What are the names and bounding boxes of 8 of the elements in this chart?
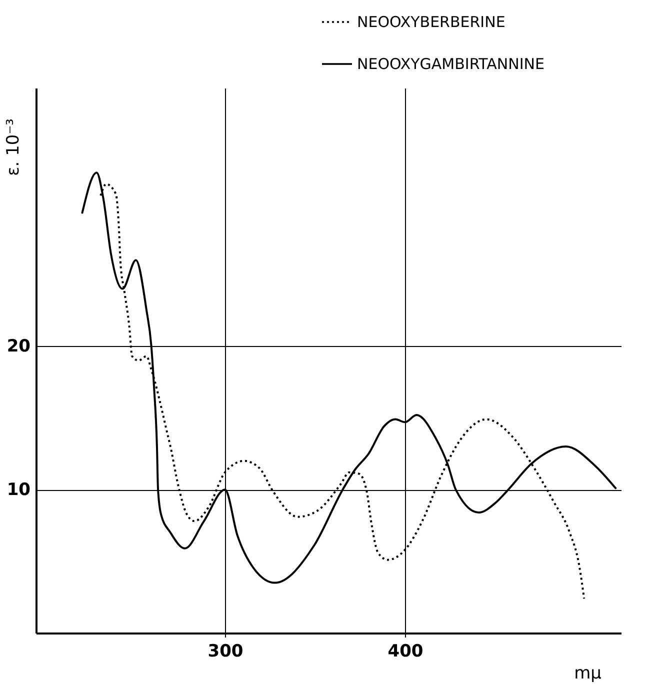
x-axis-title: mμ [574,664,602,684]
x-tick-label: 400 [388,642,424,662]
y-tick-label: 20 [6,336,31,357]
legend-label: NEOOXYGAMBIRTANNINE [357,55,544,73]
x-tick-label: 300 [208,642,244,662]
y-axis-title: ε. 10⁻³ [4,118,24,176]
y-tick-label: 10 [6,480,31,500]
legend-label: NEOOXYBERBERINE [357,13,506,31]
